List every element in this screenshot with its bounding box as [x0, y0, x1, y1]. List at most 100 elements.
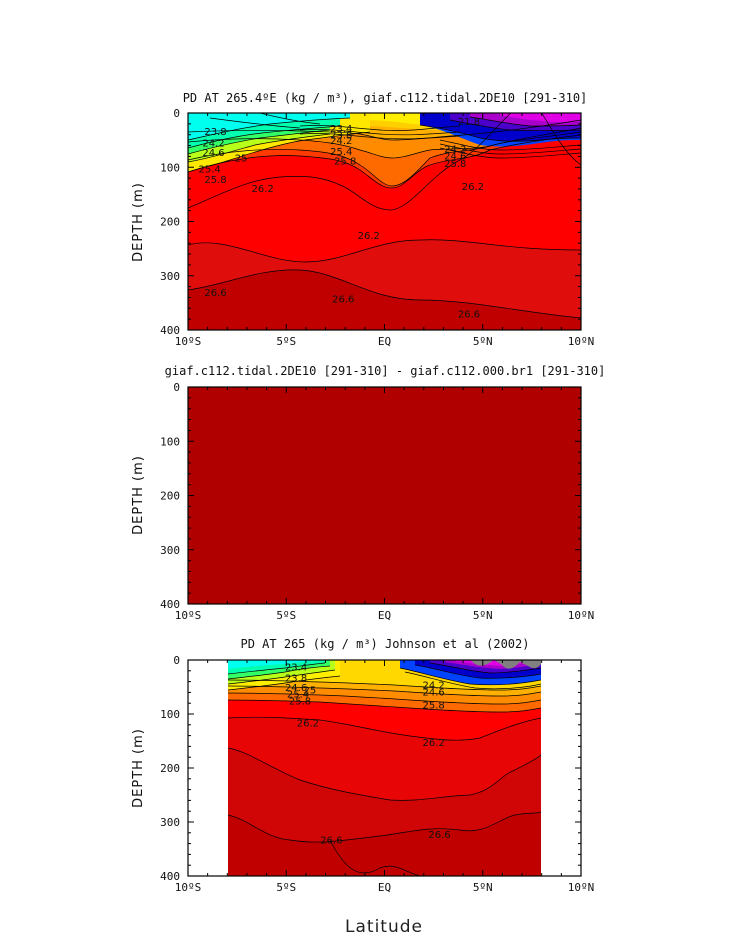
isoline — [299, 133, 461, 140]
x-tick-label: 10ºN — [568, 881, 595, 894]
isoline — [439, 147, 581, 159]
isoline — [188, 117, 351, 141]
contour-label: 25.8 — [289, 697, 311, 708]
isoline — [228, 685, 541, 697]
isoline — [228, 716, 541, 741]
isoline — [228, 669, 336, 685]
y-tick-label: 300 — [160, 270, 180, 283]
contour-label: 24.2 — [422, 680, 444, 691]
contour-label: 24.6 — [444, 151, 466, 162]
contour-label: 23.4 — [285, 662, 307, 673]
contour-label: 25 — [303, 686, 316, 697]
contour-label: 26.6 — [320, 835, 342, 846]
isoline — [469, 116, 581, 127]
contour-label: 25.8 — [334, 157, 356, 168]
isoline — [259, 113, 321, 125]
isoline — [228, 662, 326, 675]
x-tick-label: EQ — [378, 335, 391, 348]
y-tick-label: 400 — [160, 324, 180, 337]
panel-3: PD AT 265 (kg / m³) Johnson et al (2002)… — [131, 637, 594, 894]
x-tick-label: 5ºS — [276, 609, 296, 622]
x-tick-label: 5ºS — [276, 881, 296, 894]
contour-label: 26.6 — [332, 295, 354, 306]
y-tick-label: 100 — [160, 161, 180, 174]
panel-3-fill — [228, 660, 541, 876]
contour-label: 21.8 — [458, 117, 480, 128]
contour-label: 26.2 — [358, 231, 380, 242]
contour-label: 25.4 — [287, 689, 309, 700]
contour-label: 25 — [235, 153, 248, 164]
isoline — [299, 129, 461, 136]
panel-3-contour-labels: 23.423.824.62525.425.824.224.625.826.226… — [285, 662, 451, 846]
contour-label: 26.2 — [297, 719, 319, 730]
contour-label: 25.8 — [204, 175, 226, 186]
isoline — [188, 129, 331, 155]
panel-2-axes: 10ºS 5ºS EQ 5ºN 10ºN 0 100 200 300 400 — [160, 381, 594, 622]
x-axis-label: Latitude — [345, 917, 423, 937]
contour-label: 26.2 — [462, 182, 484, 193]
isoline — [188, 133, 331, 163]
x-tick-label: 5ºN — [473, 335, 493, 348]
isoline — [228, 675, 341, 691]
x-tick-label: 10ºS — [175, 609, 202, 622]
contour-label: 25.4 — [330, 147, 352, 158]
x-tick-label: EQ — [378, 609, 391, 622]
isoline — [228, 679, 541, 691]
contour-label: 23.4 — [330, 124, 352, 135]
contour-label: 24.6 — [422, 687, 444, 698]
panel-3-ylabel: DEPTH (m) — [131, 728, 146, 808]
panel-1-contour-labels: 23.423.823.824.224.224.62525.425.425.825… — [198, 117, 484, 321]
layer-north-grey — [470, 660, 541, 669]
contour-label: 23.8 — [330, 131, 352, 142]
isoline — [404, 671, 541, 690]
isoline — [299, 125, 461, 131]
isoline — [439, 143, 581, 155]
isoline — [429, 662, 541, 674]
y-tick-label: 0 — [173, 381, 180, 394]
isoline — [209, 117, 301, 129]
y-tick-label: 0 — [173, 107, 180, 120]
x-tick-label: 10ºS — [175, 335, 202, 348]
layer-north-magenta — [500, 113, 581, 122]
y-tick-label: 200 — [160, 762, 180, 775]
panel-1: PD AT 265.4ºE (kg / m³), giaf.c112.tidal… — [131, 91, 594, 348]
isoline — [228, 665, 331, 680]
x-tick-label: 10ºS — [175, 881, 202, 894]
y-tick-label: 300 — [160, 544, 180, 557]
panel-1-fill — [188, 113, 581, 330]
panel-2-title: giaf.c112.tidal.2DE10 [291-310] - giaf.c… — [165, 364, 606, 378]
panel-1-axes: 10ºS 5ºS EQ 5ºN 10ºN 0 100 200 300 400 — [160, 107, 594, 348]
layer-south-cyan — [228, 660, 318, 669]
isoline — [188, 113, 581, 211]
y-tick-label: 100 — [160, 708, 180, 721]
y-tick-label: 400 — [160, 870, 180, 883]
contour-label: 26.6 — [458, 310, 480, 321]
x-tick-label: EQ — [378, 881, 391, 894]
panel-2: giaf.c112.tidal.2DE10 [291-310] - giaf.c… — [131, 364, 605, 622]
y-tick-label: 200 — [160, 216, 180, 229]
panel-3-contour-lines — [228, 662, 541, 876]
contour-label: 23.8 — [285, 673, 307, 684]
contour-label: 25.8 — [422, 700, 444, 711]
panel-3-axes: 10ºS 5ºS EQ 5ºN 10ºN 0 100 200 300 400 — [160, 654, 594, 894]
panel-3-title: PD AT 265 (kg / m³) Johnson et al (2002) — [241, 637, 530, 651]
y-tick-label: 300 — [160, 816, 180, 829]
panel-1-title: PD AT 265.4ºE (kg / m³), giaf.c112.tidal… — [183, 91, 588, 105]
y-tick-label: 0 — [173, 654, 180, 667]
isoline — [399, 667, 541, 686]
contour-label: 24.2 — [444, 144, 466, 155]
x-tick-label: 5ºN — [473, 881, 493, 894]
contour-label: 24.6 — [285, 683, 307, 694]
y-tick-label: 100 — [160, 435, 180, 448]
x-tick-label: 10ºN — [568, 609, 595, 622]
panel-1-ylabel: DEPTH (m) — [131, 182, 146, 262]
isoline — [188, 239, 581, 263]
contour-label: 24.6 — [202, 148, 224, 159]
panel-2-ylabel: DEPTH (m) — [131, 455, 146, 535]
isoline — [228, 811, 541, 843]
contour-label: 24.2 — [202, 138, 224, 149]
x-tick-label: 5ºS — [276, 335, 296, 348]
contour-label: 25.8 — [444, 159, 466, 170]
contour-label: 26.2 — [252, 184, 274, 195]
